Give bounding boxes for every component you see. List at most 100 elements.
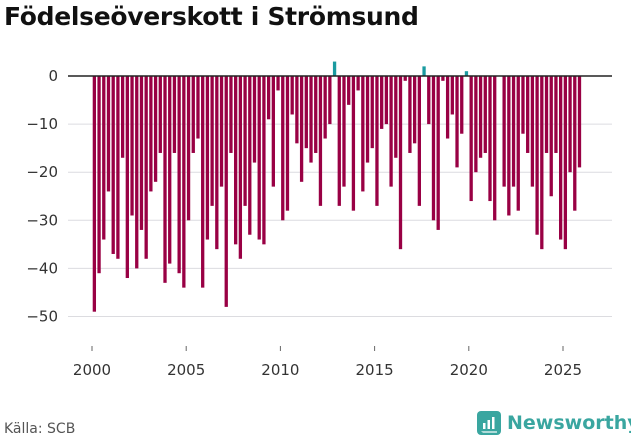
- bar: [408, 76, 412, 153]
- bar: [266, 76, 271, 120]
- x-tick-label: 2005: [167, 361, 205, 379]
- bar: [281, 76, 285, 221]
- bar: [219, 76, 224, 187]
- bar: [153, 76, 158, 182]
- bar: [380, 76, 384, 129]
- bar: [398, 76, 403, 250]
- x-tick-label: 2015: [356, 361, 394, 379]
- bar: [295, 76, 299, 144]
- brand-name: Newsworthy: [507, 412, 631, 434]
- bar: [290, 76, 294, 115]
- bar: [535, 76, 539, 235]
- bar: [318, 76, 323, 206]
- bar: [120, 76, 125, 158]
- bar: [139, 76, 144, 230]
- bar: [102, 76, 106, 240]
- bar: [365, 76, 370, 163]
- bar: [116, 76, 120, 259]
- x-tick-label: 2020: [450, 361, 488, 379]
- y-tick-label: 0: [48, 67, 58, 85]
- bar: [568, 76, 572, 173]
- bar: [549, 76, 553, 197]
- bar: [577, 76, 582, 168]
- bar: [328, 76, 332, 125]
- bar: [135, 76, 139, 269]
- bar: [573, 76, 577, 211]
- bar: [469, 76, 473, 202]
- bar: [540, 76, 544, 250]
- bar: [394, 76, 398, 158]
- bar: [375, 76, 379, 206]
- source-note: Källa: SCB: [4, 421, 76, 437]
- y-tick-label: −50: [26, 308, 58, 326]
- bar: [323, 76, 327, 139]
- bar: [97, 76, 101, 274]
- bar: [526, 76, 530, 153]
- bar: [474, 76, 478, 173]
- bar: [252, 76, 257, 163]
- newsworthy-logo-icon: [477, 411, 501, 435]
- bar: [248, 76, 252, 235]
- bar: [445, 76, 450, 139]
- bar: [389, 76, 393, 187]
- bar: [191, 76, 195, 153]
- bar: [521, 76, 525, 134]
- bar: [224, 76, 228, 307]
- bar: [563, 76, 568, 250]
- bar: [201, 76, 205, 288]
- bar: [493, 76, 497, 221]
- bar: [356, 76, 360, 91]
- bar: [488, 76, 492, 202]
- bar: [92, 76, 97, 312]
- bar: [502, 76, 506, 187]
- bar: [422, 66, 426, 76]
- bar: [130, 76, 134, 216]
- bar: [271, 76, 275, 187]
- bar: [238, 76, 243, 259]
- bar: [163, 76, 167, 283]
- y-axis-ticks: 0 −10 −20 −30 −40 −50: [26, 67, 58, 326]
- bar: [299, 76, 304, 182]
- bar: [412, 76, 417, 144]
- chart-title: Födelseöverskott i Strömsund: [4, 2, 419, 31]
- bar: [229, 76, 233, 153]
- x-tick-label: 2010: [261, 361, 299, 379]
- bar: [257, 76, 261, 240]
- bar: [441, 76, 445, 81]
- bar: [337, 76, 341, 206]
- bar: [554, 76, 558, 153]
- bar: [559, 76, 563, 240]
- bar: [544, 76, 549, 153]
- bar: [149, 76, 153, 192]
- bar: [436, 76, 440, 230]
- bar: [431, 76, 436, 221]
- bar: [158, 76, 162, 153]
- bar: [347, 76, 351, 105]
- bar: [450, 76, 454, 115]
- bar: [304, 76, 308, 149]
- bar: [464, 71, 469, 76]
- bar: [516, 76, 520, 211]
- bar: [370, 76, 374, 149]
- bar: [332, 61, 337, 76]
- x-axis-ticks: 2000 2005 2010 2015 2020 2025: [73, 346, 582, 379]
- bar: [427, 76, 431, 125]
- bar: [168, 76, 172, 264]
- bar: [177, 76, 181, 274]
- bar: [205, 76, 210, 240]
- bar: [351, 76, 356, 211]
- bar: [243, 76, 247, 206]
- bar: [342, 76, 346, 187]
- bar: [483, 76, 487, 153]
- bar: [511, 76, 516, 187]
- bar: [144, 76, 148, 259]
- bars: [92, 61, 582, 312]
- bar: [186, 76, 191, 221]
- newsworthy-brand: Newsworthy: [477, 408, 631, 438]
- y-tick-label: −30: [26, 211, 58, 229]
- bar: [455, 76, 459, 168]
- bar: [285, 76, 290, 211]
- bar: [234, 76, 238, 245]
- bar: [361, 76, 365, 192]
